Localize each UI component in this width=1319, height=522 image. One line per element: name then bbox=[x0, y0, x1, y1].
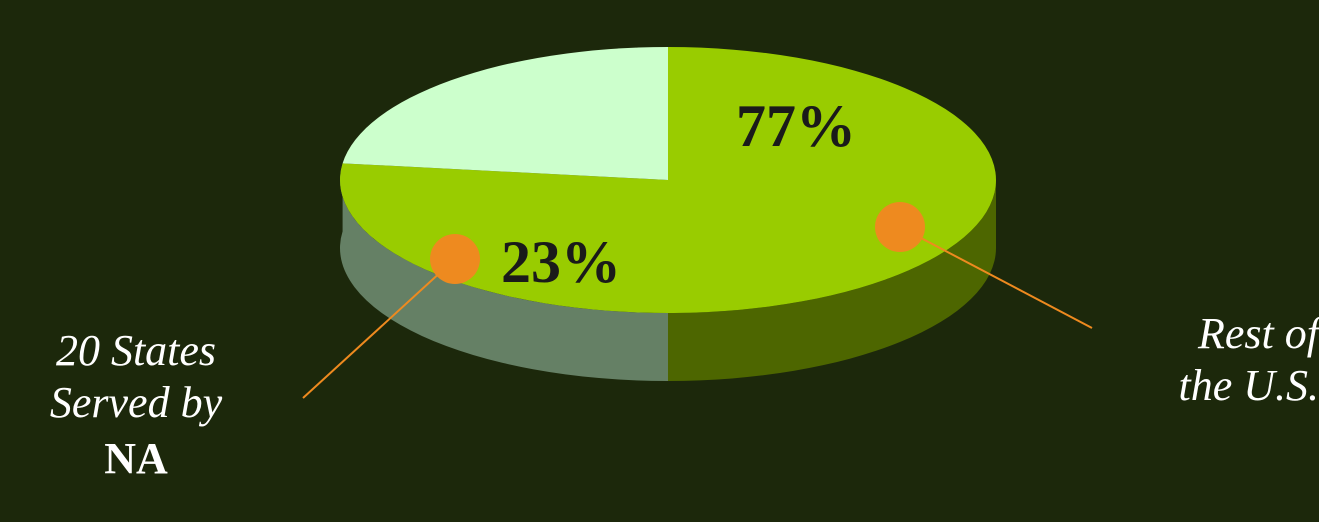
percent-label-20-states: 23% bbox=[501, 229, 621, 295]
annotation-right-line1: Rest of bbox=[1198, 309, 1319, 358]
annotation-20-states: 20 States Served by NA bbox=[0, 325, 272, 489]
slice-20-states bbox=[342, 47, 668, 180]
annotation-right-line2: the U.S. bbox=[1178, 361, 1319, 410]
annotation-left-line1: 20 States bbox=[55, 326, 217, 375]
marker-dots bbox=[430, 202, 925, 284]
percent-labels: 77% 23% bbox=[501, 93, 856, 295]
marker-20-states bbox=[430, 234, 480, 284]
pie-tops bbox=[340, 47, 996, 313]
side-rest-of-us bbox=[668, 180, 996, 381]
annotation-left-line2: Served by bbox=[49, 378, 223, 427]
marker-rest-of-us bbox=[875, 202, 925, 252]
leader-lines bbox=[302, 226, 1093, 399]
side-20-states bbox=[339, 163, 668, 381]
leader-line-20-states bbox=[302, 258, 456, 399]
leader-line-rest-of-us bbox=[899, 226, 1093, 329]
pie-sides bbox=[339, 163, 996, 381]
percent-label-rest-of-us: 77% bbox=[736, 93, 856, 159]
annotation-rest-of-us: Rest of the U.S. bbox=[1118, 308, 1319, 412]
annotation-left-line3: NA bbox=[104, 434, 168, 483]
